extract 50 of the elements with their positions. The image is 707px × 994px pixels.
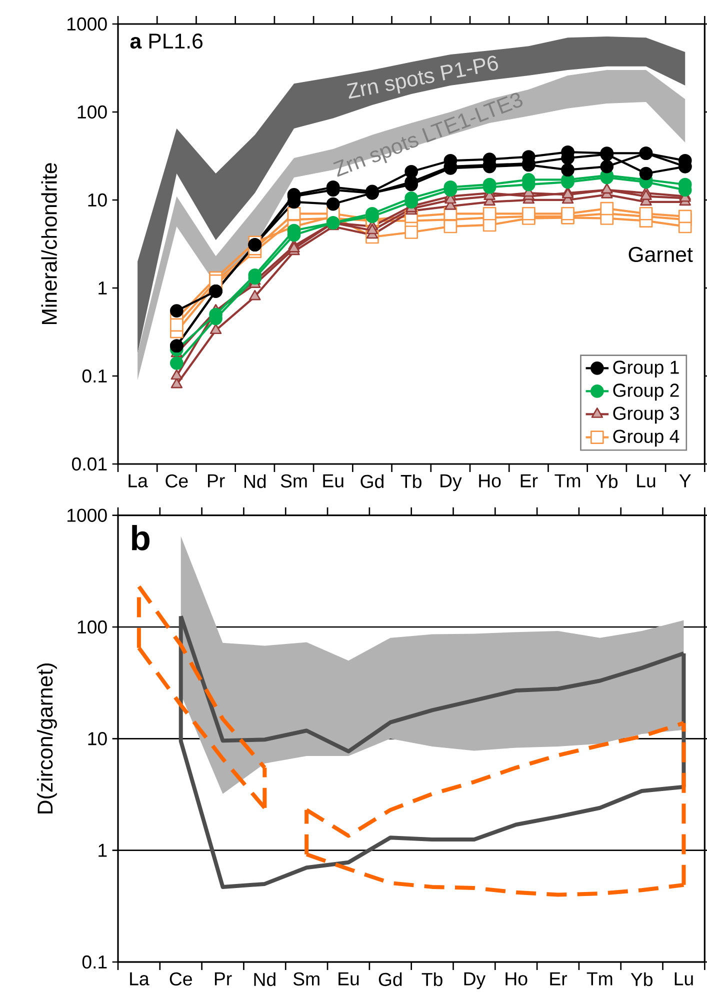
y-tick-label: 1000 <box>67 508 107 522</box>
y-axis-title: D(zircon/garnet) <box>37 664 57 814</box>
y-tick-label: 1000 <box>67 17 107 31</box>
x-tick-label: Dy <box>440 474 462 492</box>
x-tick-label: Y <box>679 474 691 488</box>
x-tick-label: Er <box>520 474 538 488</box>
legend-label: Group 1 <box>613 360 679 378</box>
x-tick-label: Eu <box>323 474 344 488</box>
y-tick-label: 0.1 <box>82 369 107 383</box>
x-tick-label: Tb <box>400 474 422 488</box>
x-tick-label: Ho <box>479 474 501 488</box>
x-tick-label: Lu <box>674 972 693 986</box>
annotation: a PL1.6 <box>130 34 202 49</box>
x-tick-label: Pr <box>214 972 232 986</box>
legend-label: Group 3 <box>613 406 679 424</box>
x-tick-label: Gd <box>378 972 402 986</box>
x-tick-label: Yb <box>596 474 618 488</box>
x-tick-label: Nd <box>244 474 266 488</box>
legend-label: Group 2 <box>613 384 679 401</box>
x-tick-label: Ce <box>166 474 188 488</box>
annotation: Garnet <box>628 246 693 262</box>
x-tick-label: Lu <box>637 474 656 488</box>
y-tick-label: 1 <box>98 282 107 294</box>
y-tick-label: 10 <box>88 732 107 746</box>
y-tick-label: 100 <box>78 105 107 119</box>
x-tick-label: Tm <box>554 474 580 488</box>
y-tick-label: 0.1 <box>82 955 107 969</box>
x-tick-label: La <box>128 474 148 488</box>
y-tick-label: 10 <box>88 193 107 207</box>
y-tick-label: 0.01 <box>72 457 107 471</box>
x-tick-label: La <box>130 972 150 986</box>
annotation: b <box>132 524 150 550</box>
x-tick-label: Er <box>550 972 568 986</box>
annotation: Zrn spots P1-P6 <box>347 56 498 99</box>
x-tick-label: Dy <box>464 972 486 990</box>
x-tick-label: Sm <box>293 972 320 986</box>
x-tick-label: Eu <box>338 972 359 986</box>
y-axis-title: Mineral/chondrite <box>41 163 57 324</box>
x-tick-label: Tm <box>586 972 612 986</box>
x-tick-label: Sm <box>280 474 307 488</box>
legend-label: Group 4 <box>613 430 680 447</box>
x-tick-label: Tb <box>422 972 442 986</box>
x-tick-label: Gd <box>360 474 384 488</box>
y-tick-label: 100 <box>78 620 107 634</box>
y-tick-label: 1 <box>98 844 107 857</box>
x-tick-label: Nd <box>254 972 276 986</box>
x-tick-label: Ho <box>506 972 528 986</box>
x-tick-label: Yb <box>630 972 652 986</box>
x-tick-label: Ce <box>170 972 192 986</box>
x-tick-label: Pr <box>208 474 225 488</box>
